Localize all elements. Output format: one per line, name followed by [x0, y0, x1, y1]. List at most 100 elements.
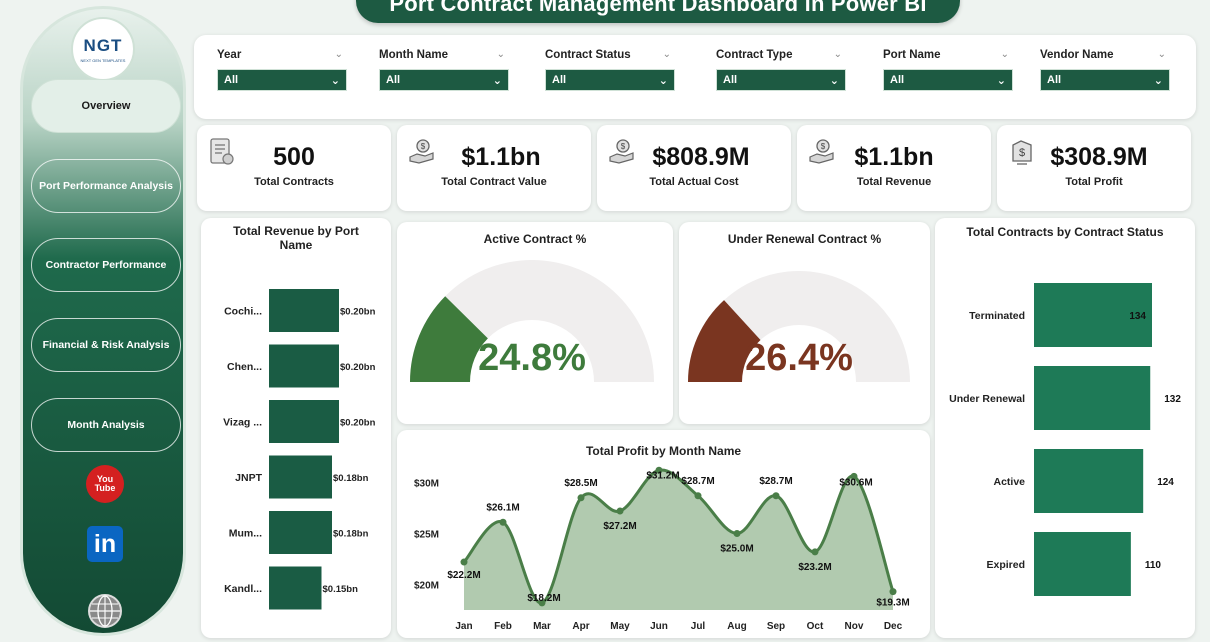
- x-axis-tick-label: Dec: [884, 621, 903, 632]
- svg-text:$: $: [421, 142, 426, 151]
- profit-point: [499, 518, 507, 526]
- x-axis-tick-label: Oct: [807, 621, 824, 632]
- nav-port-performance-button[interactable]: Port Performance Analysis: [31, 159, 181, 213]
- revenue-by-port-panel: Total Revenue by Port Name Cochi... $0.20…: [201, 218, 391, 638]
- kpi-card-total-profit: $ $308.9M Total Profit: [997, 125, 1191, 211]
- filter-value: All: [552, 74, 567, 86]
- filter-label: Year: [217, 49, 242, 61]
- bar-value-label: $0.20bn: [340, 418, 376, 429]
- bar-category-label: Under Renewal: [949, 393, 1025, 405]
- bar-value-label: 124: [1157, 477, 1174, 488]
- profit-icon: $: [1012, 140, 1032, 165]
- bar-category-label: Vizag ...: [223, 417, 262, 429]
- kpi-label: Total Profit: [1065, 176, 1123, 188]
- y-axis-tick-label: $20M: [414, 581, 439, 592]
- kpi-card-total-contracts: 500 Total Contracts: [197, 125, 391, 211]
- gauge-value-label: 26.4%: [745, 337, 853, 379]
- port-name-filter[interactable]: Port Name ⌄ All ⌄: [883, 49, 1013, 91]
- profit-data-label: $31.2M: [646, 470, 679, 481]
- revenue-bar: [269, 511, 332, 554]
- chevron-down-icon[interactable]: ⌄: [833, 49, 842, 60]
- chevron-down-icon: ⌄: [658, 74, 668, 87]
- chevron-down-icon[interactable]: ⌄: [334, 49, 343, 60]
- contract-type-select[interactable]: All ⌄: [716, 69, 846, 91]
- active-contract-gauge: 24.8%: [410, 260, 654, 382]
- globe-svg: [88, 594, 122, 628]
- vendor-name-filter[interactable]: Vendor Name ⌄ All ⌄: [1040, 49, 1170, 91]
- profit-by-month-panel: Total Profit by Month Name $20M $25M $30M $…: [397, 430, 930, 638]
- bar-value-label: $0.18bn: [333, 473, 369, 484]
- document-icon: [210, 138, 234, 165]
- nav-financial-risk-button[interactable]: Financial & Risk Analysis: [31, 318, 181, 372]
- revenue-bar: [269, 400, 339, 443]
- year-filter[interactable]: Year ⌄ All ⌄: [217, 49, 347, 91]
- chevron-down-icon[interactable]: ⌄: [1157, 49, 1166, 60]
- profit-area: [464, 470, 893, 610]
- year-select[interactable]: All ⌄: [217, 69, 347, 91]
- contract-status-select[interactable]: All ⌄: [545, 69, 675, 91]
- month-name-select[interactable]: All ⌄: [379, 69, 509, 91]
- filter-label: Month Name: [379, 49, 448, 61]
- youtube-text-top: You: [96, 474, 114, 484]
- port-name-select[interactable]: All ⌄: [883, 69, 1013, 91]
- contract-type-filter[interactable]: Contract Type ⌄ All ⌄: [716, 49, 846, 91]
- svg-text:$: $: [621, 142, 626, 151]
- profit-data-label: $23.2M: [798, 562, 831, 573]
- youtube-icon[interactable]: You Tube: [85, 464, 125, 504]
- nav-contractor-performance-button[interactable]: Contractor Performance: [31, 238, 181, 292]
- profit-data-label: $22.2M: [447, 570, 480, 581]
- profit-line: [462, 468, 895, 605]
- nav-overview-button[interactable]: Overview: [31, 79, 181, 133]
- bar-category-label: Expired: [986, 559, 1025, 571]
- profit-data-label: $30.6M: [839, 477, 872, 488]
- status-bar: [1034, 283, 1152, 347]
- filter-value: All: [224, 74, 239, 86]
- bar-value-label: 132: [1164, 394, 1181, 405]
- nav-month-analysis-button[interactable]: Month Analysis: [31, 398, 181, 452]
- bar-category-label: Active: [993, 476, 1025, 488]
- bar-value-label: 134: [1129, 311, 1146, 322]
- bar-value-label: 110: [1145, 560, 1162, 571]
- chart-title: Under Renewal Contract %: [727, 232, 882, 246]
- kpi-label: Total Revenue: [856, 176, 932, 188]
- bar-value-label: $0.20bn: [340, 362, 376, 373]
- profit-data-label: $26.1M: [486, 502, 519, 513]
- money-hand-icon: $: [609, 139, 634, 164]
- chevron-down-icon[interactable]: ⌄: [496, 49, 505, 60]
- bar-category-label: Cochi...: [224, 306, 262, 318]
- chevron-down-icon[interactable]: ⌄: [662, 49, 671, 60]
- globe-icon[interactable]: [85, 591, 125, 631]
- kpi-label: Total Contracts: [254, 176, 334, 188]
- month-name-filter[interactable]: Month Name ⌄ All ⌄: [379, 49, 509, 91]
- logo-subtext: NEXT GEN TEMPLATES: [80, 57, 126, 63]
- revenue-bar: [269, 455, 332, 499]
- bar-category-label: Kandl...: [224, 583, 262, 595]
- kpi-card-total-actual-cost: $ $808.9M Total Actual Cost: [597, 125, 791, 211]
- under-renewal-gauge-panel: Under Renewal Contract % 26.4%: [679, 222, 930, 424]
- kpi-value: $1.1bn: [461, 143, 541, 171]
- money-hand-icon: $: [409, 139, 434, 164]
- sidebar: NGT NEXT GEN TEMPLATES Overview Port Per…: [20, 6, 186, 636]
- filter-label: Contract Type: [716, 49, 793, 61]
- chart-title: Active Contract %: [483, 232, 587, 246]
- profit-data-label: $18.2M: [527, 593, 560, 604]
- bar-value-label: $0.18bn: [333, 529, 369, 540]
- x-axis-tick-label: Aug: [727, 621, 746, 632]
- profit-point: [616, 507, 624, 515]
- x-axis-tick-label: Jun: [650, 621, 668, 632]
- contract-status-filter[interactable]: Contract Status ⌄ All ⌄: [545, 49, 675, 91]
- revenue-bar: [269, 344, 339, 388]
- vendor-name-select[interactable]: All ⌄: [1040, 69, 1170, 91]
- bar-category-label: JNPT: [235, 472, 262, 484]
- chevron-down-icon[interactable]: ⌄: [1000, 49, 1009, 60]
- profit-point: [538, 599, 546, 607]
- kpi-card-total-contract-value: $ $1.1bn Total Contract Value: [397, 125, 591, 211]
- status-bar: [1034, 366, 1151, 430]
- revenue-by-port-chart: Cochi... $0.20bn Chen... $0.20bn Vizag ... $0…: [223, 289, 376, 610]
- linkedin-icon[interactable]: in: [85, 524, 125, 564]
- profit-point: [889, 588, 897, 596]
- profit-point: [694, 492, 702, 500]
- x-axis-tick-label: Feb: [494, 621, 512, 632]
- profit-data-label: $28.5M: [564, 478, 597, 489]
- contracts-by-status-panel: Total Contracts by Contract Status Termi…: [935, 218, 1195, 638]
